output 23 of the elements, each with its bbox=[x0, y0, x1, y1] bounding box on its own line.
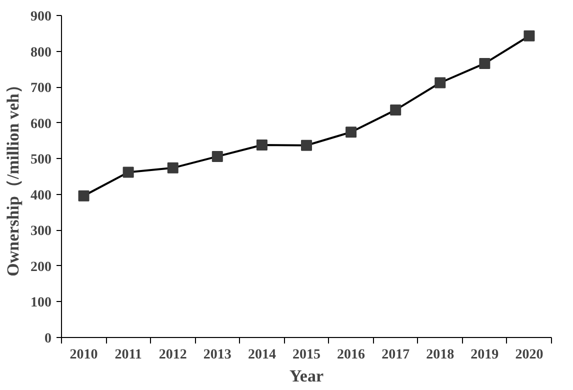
x-tick-label: 2011 bbox=[114, 348, 142, 362]
y-tick-label: 0 bbox=[44, 332, 52, 346]
y-tick-label: 100 bbox=[30, 296, 52, 311]
y-axis-title: Ownership（/million veh） bbox=[4, 76, 22, 276]
x-tick-label: 2018 bbox=[426, 348, 454, 362]
x-tick-label: 2014 bbox=[248, 348, 276, 362]
x-tick-label: 2015 bbox=[292, 348, 320, 362]
x-axis-title: Year bbox=[290, 366, 324, 386]
y-tick-label: 900 bbox=[30, 10, 52, 24]
y-tick-label: 800 bbox=[30, 45, 52, 60]
x-tick-label: 2020 bbox=[515, 348, 544, 362]
x-tick-label: 2010 bbox=[70, 348, 98, 362]
y-tick-label: 300 bbox=[30, 224, 52, 240]
y-tick-label: 500 bbox=[30, 152, 52, 168]
y-tick-label: 700 bbox=[30, 81, 52, 96]
y-tick-label: 200 bbox=[30, 260, 52, 275]
x-tick-label: 2013 bbox=[203, 348, 232, 362]
y-tick-label: 600 bbox=[30, 116, 52, 132]
x-tick-label: 2017 bbox=[382, 348, 410, 362]
x-tick-label: 2016 bbox=[337, 348, 366, 362]
x-tick-label: 2019 bbox=[470, 348, 499, 362]
x-tick-label: 2012 bbox=[158, 348, 187, 362]
y-tick-label: 400 bbox=[30, 188, 52, 204]
